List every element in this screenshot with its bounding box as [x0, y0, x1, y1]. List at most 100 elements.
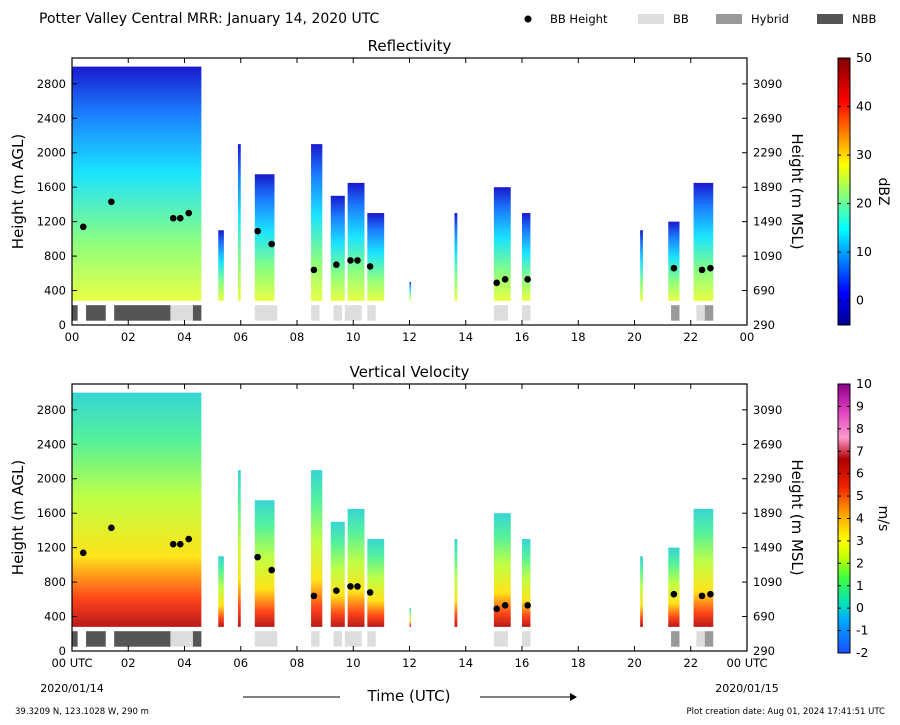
x-tick-label: 22 — [683, 656, 698, 670]
echo-column — [218, 230, 224, 301]
echo-column — [454, 213, 458, 301]
y-tick-label: 800 — [44, 575, 66, 589]
echo-column — [254, 500, 275, 627]
bb-type-segment-nbb — [72, 631, 78, 647]
start-date-label: 2020/01/14 — [40, 682, 103, 695]
bb-height-point — [501, 276, 509, 283]
x-tick-label: 12 — [402, 330, 417, 344]
bb-type-segment-nbb — [114, 305, 171, 321]
bb-height-point — [354, 257, 361, 264]
x-tick-label: 00 — [65, 330, 80, 344]
y2-tick-label: 290 — [753, 318, 775, 332]
echo-column — [668, 221, 680, 301]
echo-column — [693, 508, 714, 627]
y2-tick-label: 3090 — [753, 77, 782, 91]
bb-height-point — [698, 266, 706, 274]
bb-type-segment-bb — [367, 305, 376, 321]
bb-type-segment-bb — [266, 305, 278, 321]
echo-column — [493, 513, 511, 627]
bb-type-segment-bb — [333, 305, 342, 321]
colorbar-tick-label: 0 — [856, 600, 864, 615]
echo-column — [311, 144, 323, 301]
colorbar-tick-label: -1 — [856, 623, 868, 638]
colorbar — [837, 57, 851, 326]
x-tick-label: 06 — [233, 330, 248, 344]
bb-type-segment-hybrid — [671, 631, 680, 647]
x-tick-label: 18 — [571, 656, 586, 670]
colorbar-tick-label: 6 — [856, 466, 864, 481]
x-tick-label: 04 — [177, 330, 192, 344]
y2-tick-label: 2290 — [753, 472, 782, 486]
colorbar-tick-label: 3 — [856, 533, 864, 548]
bb-height-point — [108, 524, 115, 532]
echo-columns — [72, 392, 714, 627]
y-tick-label: 2000 — [37, 146, 66, 160]
colorbar-tick-label: 50 — [856, 50, 872, 65]
echo-column — [409, 607, 411, 627]
bb-height-point — [254, 227, 261, 235]
y2-tick-label: 1090 — [753, 249, 782, 263]
bb-height-point — [347, 583, 354, 590]
y-tick-label: 1200 — [37, 215, 66, 229]
legend-label-bb-height: BB Height — [550, 12, 608, 26]
x-tick-label: 10 — [346, 656, 361, 670]
bb-height-point — [524, 276, 531, 283]
bb-height-point — [501, 602, 509, 609]
bb-type-segment-bb — [170, 305, 193, 321]
colorbar-label: m/s — [875, 506, 891, 532]
y2-tick-label: 1490 — [753, 215, 782, 229]
bb-type-segment-nbb — [72, 305, 78, 321]
y2-tick-label: 2690 — [753, 437, 782, 451]
y-tick-label: 2800 — [37, 77, 66, 91]
echo-column — [254, 174, 275, 301]
echo-column — [640, 230, 643, 301]
station-location: 39.3209 N, 123.1028 W, 290 m — [15, 707, 149, 717]
bb-height-point — [670, 264, 678, 272]
legend-marker-bb-height — [524, 15, 532, 23]
echo-column — [367, 539, 385, 627]
bb-type-segment-nbb — [86, 305, 106, 321]
time-axis-label: Time (UTC) — [367, 687, 451, 705]
y-tick-label: 0 — [59, 318, 66, 332]
echo-column — [72, 66, 202, 301]
bb-type-segment-bb — [493, 631, 508, 647]
y-tick-label: 800 — [44, 249, 66, 263]
figure-legend: BB Height BB Hybrid NBB — [524, 12, 876, 26]
bb-height-point — [185, 535, 193, 543]
x-tick-label: 16 — [515, 330, 530, 344]
x-tick-label: 00 — [740, 330, 755, 344]
bb-height-point — [707, 264, 714, 272]
echo-column — [522, 539, 531, 627]
y-tick-label: 0 — [59, 644, 66, 658]
bb-type-segment-bb — [311, 631, 320, 647]
echo-column — [693, 182, 714, 301]
colorbar-tick-label: 20 — [856, 196, 872, 211]
echo-column — [668, 547, 680, 627]
x-tick-label: 12 — [402, 656, 417, 670]
echo-column — [330, 195, 345, 301]
bb-height-points — [79, 198, 714, 287]
bb-height-point — [310, 592, 318, 600]
colorbar-tick-label: 7 — [856, 443, 864, 458]
echo-column — [237, 470, 241, 627]
bb-height-point — [366, 589, 374, 596]
y2-tick-label: 290 — [753, 644, 775, 658]
echo-column — [218, 556, 224, 627]
bb-type-segment-hybrid — [704, 631, 714, 647]
colorbar-tick-label: 5 — [856, 488, 864, 503]
bb-height-point — [524, 602, 531, 609]
y-tick-label: 1600 — [37, 180, 66, 194]
echo-columns — [72, 66, 714, 301]
colorbar-tick-label: 40 — [856, 99, 872, 114]
bb-type-segment-nbb — [114, 631, 171, 647]
echo-column — [347, 182, 365, 301]
x-tick-label: 02 — [121, 656, 136, 670]
colorbar-tick-label: 9 — [856, 398, 864, 413]
y2-tick-label: 1890 — [753, 506, 782, 520]
bb-type-segment-bb — [696, 631, 705, 647]
echo-column — [347, 508, 365, 627]
legend-swatch-bb — [638, 14, 664, 24]
bb-height-point — [670, 590, 678, 598]
bright-band-type-bar — [72, 305, 714, 321]
